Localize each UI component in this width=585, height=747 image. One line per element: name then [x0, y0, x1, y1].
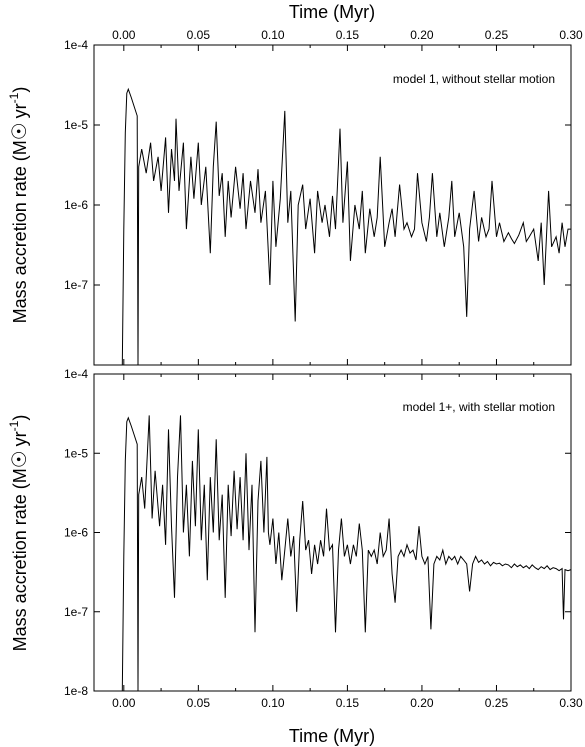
x-tick-label: 0.10 [261, 28, 285, 42]
x-tick-label: 0.05 [187, 28, 211, 42]
x-tick-label: 0.10 [261, 696, 285, 710]
y-tick-labels: 1e-4 1e-5 1e-6 1e-7 1e-8 [64, 367, 88, 698]
x-tick-label: 0.25 [485, 28, 509, 42]
x-tick-label: 0.30 [559, 28, 583, 42]
y-axis-title: Mass accretion rate (M☉yr-1) [7, 87, 31, 324]
y-axis-title: Mass accretion rate (M☉yr-1) [7, 415, 31, 652]
y-ticks [94, 44, 571, 286]
y-tick-label: 1e-5 [64, 118, 88, 132]
x-tick-label: 0.20 [410, 696, 434, 710]
accretion-series-line [121, 87, 571, 366]
x-tick-label: 0.15 [336, 696, 360, 710]
x-tick-label: 0.20 [410, 28, 434, 42]
y-tick-label: 1e-8 [64, 684, 88, 698]
y-ticks [94, 373, 571, 692]
x-tick-labels-top: 0.00 0.05 0.10 0.15 0.20 0.25 0.30 [112, 28, 583, 42]
panel-model-1plus: 0.00 0.05 0.10 0.15 0.20 0.25 0.30 1e-41e-51e-… [7, 367, 583, 746]
x-tick-label: 0.00 [112, 28, 136, 42]
y-tick-label: 1e-6 [64, 198, 88, 212]
accretion-series-line [121, 415, 572, 692]
x-ticks-top [123, 374, 572, 380]
y-tick-label: 1e-4 [64, 367, 88, 381]
x-tick-label: 0.15 [336, 28, 360, 42]
panel-annotation: model 1, without stellar motion [393, 72, 555, 86]
y-tick-label: 1e-7 [64, 278, 88, 292]
x-axis-title-bottom: Time (Myr) [289, 726, 375, 746]
panel-model-1: 0.00 0.05 0.10 0.15 0.20 0.25 0.30 1e-41e-51e-… [7, 2, 583, 366]
plot-frame [93, 44, 572, 366]
y-tick-label: 1e-4 [64, 38, 88, 52]
x-ticks-top [123, 45, 572, 51]
x-tick-label: 0.25 [485, 696, 509, 710]
x-tick-label: 0.05 [187, 696, 211, 710]
x-tick-label: 0.30 [559, 696, 583, 710]
panel-annotation: model 1+, with stellar motion [403, 400, 555, 414]
y-tick-label: 1e-7 [64, 605, 88, 619]
y-tick-label: 1e-6 [64, 526, 88, 540]
x-tick-label: 0.00 [112, 696, 136, 710]
x-ticks-bottom [123, 359, 572, 365]
x-ticks-bottom [123, 685, 572, 691]
y-tick-label: 1e-5 [64, 446, 88, 460]
y-tick-labels: 1e-4 1e-5 1e-6 1e-7 [64, 38, 88, 292]
x-axis-title-top: Time (Myr) [289, 2, 375, 22]
x-tick-labels-bottom: 0.00 0.05 0.10 0.15 0.20 0.25 0.30 [112, 696, 583, 710]
